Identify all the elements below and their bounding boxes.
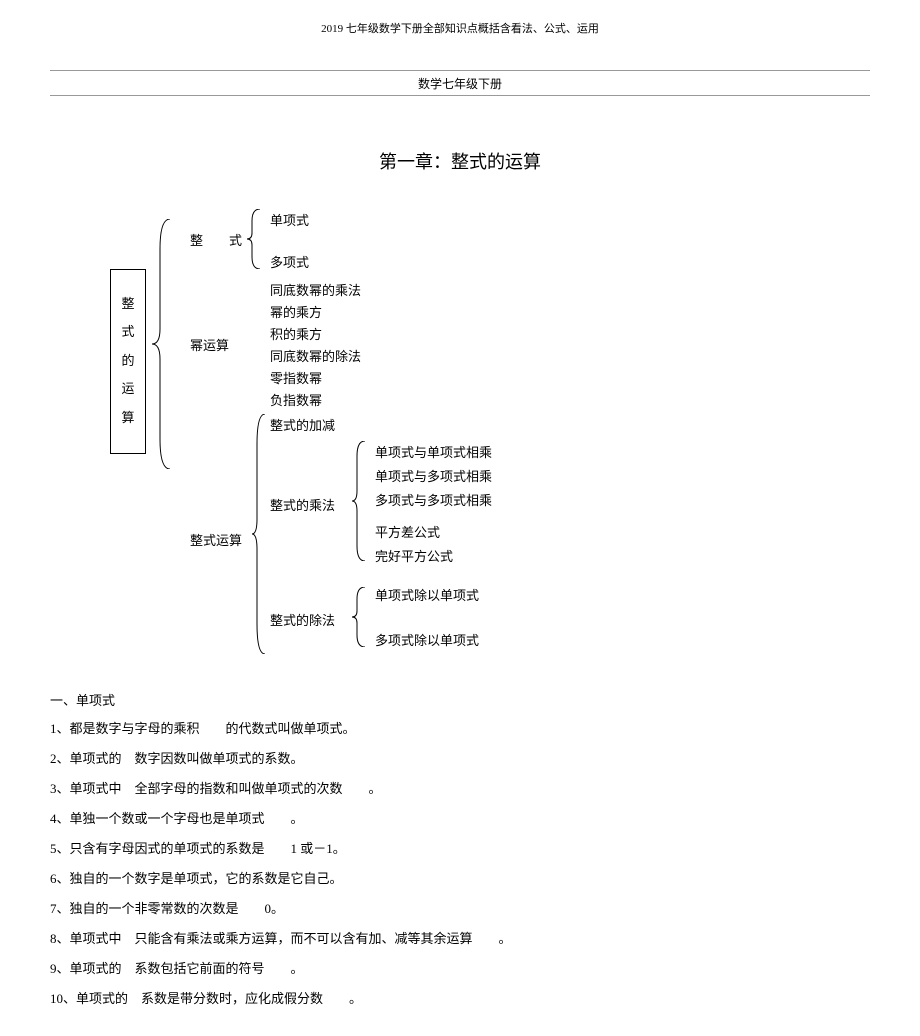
leaf-power2: 幂的乘方 [270, 301, 322, 324]
root-char: 式 [117, 318, 139, 347]
leaf-mul2: 单项式与多项式相乘 [375, 465, 492, 488]
brace-div [350, 587, 370, 647]
section1-title: 一、单项式 [50, 689, 870, 712]
brace-zhengshi [245, 209, 265, 269]
concept-diagram: 整 式 的 运 算 整 式 幂运算 整式运算 单项式 多项式 同底数幂的乘法 幂… [110, 209, 870, 669]
list-item: 5、只含有字母因式的单项式的系数是 1 或－1。 [50, 836, 870, 862]
root-box: 整 式 的 运 算 [110, 269, 146, 454]
leaf-mul3: 多项式与多项式相乘 [375, 489, 492, 512]
leaf-power1: 同底数幂的乘法 [270, 279, 361, 302]
list-item: 1、都是数字与字母的乘积 的代数式叫做单项式。 [50, 716, 870, 742]
root-char: 的 [117, 347, 139, 376]
page-header: 2019 七年级数学下册全部知识点概括含看法、公式、运用 [50, 20, 870, 40]
list-item: 10、单项式的 系数是带分数时，应化成假分数 。 [50, 986, 870, 1012]
leaf-power4: 同底数幂的除法 [270, 345, 361, 368]
leaf-mul1: 单项式与单项式相乘 [375, 441, 492, 464]
list-item: 6、独自的一个数字是单项式，它的系数是它自己。 [50, 866, 870, 892]
brace-root [150, 219, 180, 469]
l1-zhengshi: 整 式 [190, 229, 242, 252]
root-char: 整 [117, 290, 139, 319]
list-item: 3、单项式中 全部字母的指数和叫做单项式的次数 。 [50, 776, 870, 802]
brace-ops [250, 414, 270, 654]
leaf-power3: 积的乘方 [270, 323, 322, 346]
list-item: 7、独自的一个非零常数的次数是 0。 [50, 896, 870, 922]
leaf-div2: 多项式除以单项式 [375, 629, 479, 652]
brace-mul [350, 441, 370, 561]
leaf-mul4: 平方差公式 [375, 521, 440, 544]
list-item: 9、单项式的 系数包括它前面的符号 。 [50, 956, 870, 982]
op-add: 整式的加减 [270, 414, 335, 437]
leaf-div1: 单项式除以单项式 [375, 584, 479, 607]
leaf-power6: 负指数幂 [270, 389, 322, 412]
list-item: 4、单独一个数或一个字母也是单项式 。 [50, 806, 870, 832]
chapter-title: 第一章：整式的运算 [50, 146, 870, 178]
leaf-single: 单项式 [270, 209, 309, 232]
leaf-mul5: 完好平方公式 [375, 545, 453, 568]
l1-zhengshiyunsuan: 整式运算 [190, 529, 242, 552]
leaf-multi: 多项式 [270, 251, 309, 274]
list-item: 2、单项式的 数字因数叫做单项式的系数。 [50, 746, 870, 772]
root-char: 算 [117, 404, 139, 433]
sub-header: 数学七年级下册 [50, 70, 870, 96]
op-mul: 整式的乘法 [270, 494, 335, 517]
list-item: 8、单项式中 只能含有乘法或乘方运算，而不可以含有加、减等其余运算 。 [50, 926, 870, 952]
op-div: 整式的除法 [270, 609, 335, 632]
l1-miyunsuan: 幂运算 [190, 334, 229, 357]
root-char: 运 [117, 375, 139, 404]
leaf-power5: 零指数幂 [270, 367, 322, 390]
